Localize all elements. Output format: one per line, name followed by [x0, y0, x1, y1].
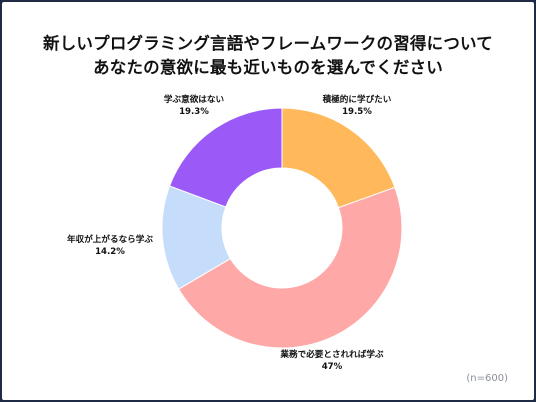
- slice-label: 業務で必要とされれば学ぶ: [279, 348, 384, 360]
- title-line-1: 新しいプログラミング言語やフレームワークの習得について: [43, 34, 493, 53]
- donut-slice: [281, 107, 396, 209]
- slice-value-label: 19.3%: [179, 107, 209, 117]
- slice-value-label: 19.5%: [342, 107, 372, 117]
- chart-title: 新しいプログラミング言語やフレームワークの習得について あなたの意欲に最も近いも…: [2, 32, 534, 80]
- sample-size-note: (n=600): [466, 373, 508, 384]
- slice-label: 年収が上がるなら学ぶ: [67, 233, 153, 245]
- slice-label: 学ぶ意欲はない: [164, 93, 225, 105]
- donut-slice: [178, 186, 403, 349]
- donut-slice: [168, 107, 283, 208]
- title-line-2: あなたの意欲に最も近いものを選んでください: [93, 58, 443, 77]
- slice-value-label: 47%: [322, 362, 343, 372]
- slice-label: 積極的に学びたい: [322, 93, 392, 105]
- slice-value-label: 14.2%: [95, 247, 125, 257]
